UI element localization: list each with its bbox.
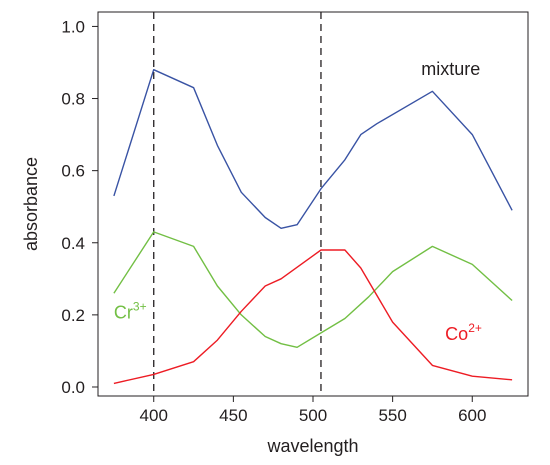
y-tick-label: 0.2 [61, 306, 85, 325]
y-tick-label: 0.0 [61, 378, 85, 397]
series-line-1 [113, 68, 513, 230]
y-tick-label: 0.8 [61, 90, 85, 109]
x-tick-label: 400 [140, 406, 168, 425]
y-tick-label: 0.4 [61, 234, 85, 253]
series-lines [113, 68, 513, 385]
series-labels: mixture Cr3+ Co2+ [114, 59, 482, 344]
y-axis: 0.0 0.2 0.4 0.6 0.8 1.0 [61, 17, 98, 397]
series-line-3 [113, 249, 513, 385]
x-tick-label: 500 [299, 406, 327, 425]
series-label-3: Co2+ [445, 321, 482, 344]
x-tick-label: 600 [458, 406, 486, 425]
x-tick-label: 550 [378, 406, 406, 425]
series-line-2 [113, 231, 513, 348]
reference-lines [153, 12, 322, 396]
x-axis-title: wavelength [266, 436, 358, 456]
x-axis: 400 450 500 550 600 [140, 396, 486, 425]
x-tick-label: 450 [219, 406, 247, 425]
y-axis-title: absorbance [21, 157, 41, 251]
y-tick-label: 1.0 [61, 17, 85, 36]
series-label-2: Cr3+ [114, 299, 147, 322]
series-label-1: mixture [421, 59, 480, 79]
y-tick-label: 0.6 [61, 162, 85, 181]
